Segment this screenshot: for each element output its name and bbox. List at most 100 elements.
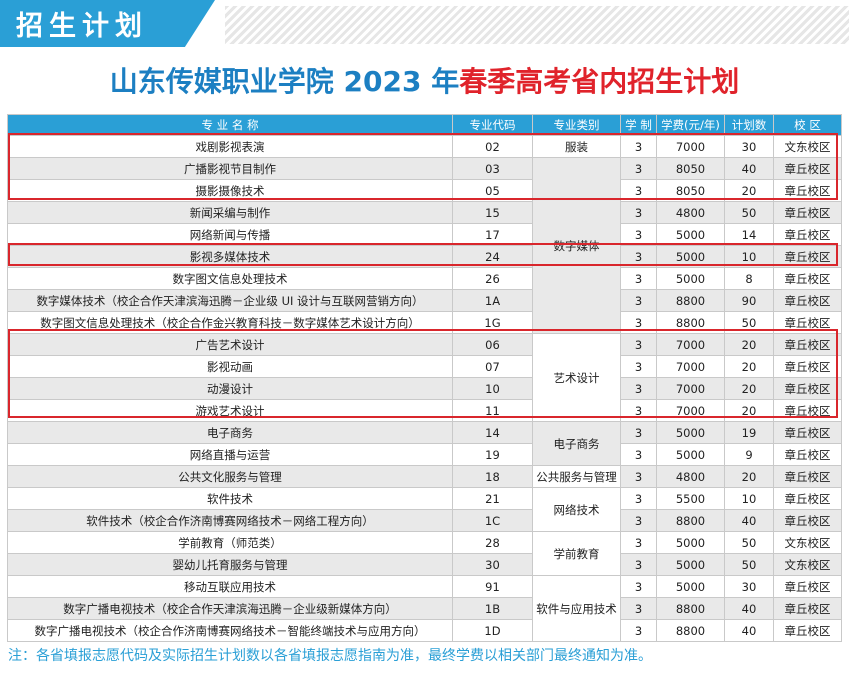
quota-cell: 10 — [724, 245, 774, 268]
campus-cell: 章丘校区 — [773, 157, 842, 180]
table-row: 数字媒体技术（校企合作天津滨海迅腾－企业级 UI 设计与互联网营销方向） 1A 3 8… — [7, 289, 842, 312]
footnote: 注：各省填报志愿代码及实际招生计划数以各省填报志愿指南为准，最终学费以相关部门最… — [8, 648, 652, 664]
quota-cell: 50 — [724, 311, 774, 334]
tuition-cell: 5000 — [656, 575, 725, 598]
duration-cell: 3 — [620, 135, 657, 158]
quota-cell: 40 — [724, 157, 774, 180]
table-row: 公共文化服务与管理 18 公共服务与管理 3 4800 20 章丘校区 — [7, 465, 842, 488]
major-code-cell: 06 — [452, 333, 533, 356]
category-cell: 公共服务与管理 — [532, 465, 621, 488]
campus-cell: 章丘校区 — [773, 377, 842, 400]
duration-cell: 3 — [620, 399, 657, 422]
quota-cell: 20 — [724, 399, 774, 422]
duration-cell: 3 — [620, 619, 657, 642]
campus-cell: 章丘校区 — [773, 465, 842, 488]
tuition-cell: 7000 — [656, 135, 725, 158]
table-row: 网络新闻与传播 17 3 5000 14 章丘校区 — [7, 223, 842, 246]
category-cell: 软件与应用技术 — [532, 575, 621, 642]
quota-cell: 8 — [724, 267, 774, 290]
campus-cell: 文东校区 — [773, 531, 842, 554]
campus-cell: 章丘校区 — [773, 487, 842, 510]
major-name-cell: 影视动画 — [7, 355, 453, 378]
col-header: 校 区 — [773, 114, 842, 136]
tuition-cell: 5000 — [656, 443, 725, 466]
tuition-cell: 5000 — [656, 267, 725, 290]
table-row: 软件技术 21 网络技术 3 5500 10 章丘校区 — [7, 487, 842, 532]
table-row: 游戏艺术设计 11 3 7000 20 章丘校区 — [7, 399, 842, 422]
tuition-cell: 5000 — [656, 421, 725, 444]
enrollment-table: 专 业 名 称 专业代码 专业类别 学 制 学费(元/年) 计划数 校 区 戏剧… — [7, 114, 842, 642]
tuition-cell: 5500 — [656, 487, 725, 510]
major-code-cell: 02 — [452, 135, 533, 158]
campus-cell: 章丘校区 — [773, 223, 842, 246]
major-name-cell: 动漫设计 — [7, 377, 453, 400]
major-code-cell: 26 — [452, 267, 533, 290]
campus-cell: 章丘校区 — [773, 179, 842, 202]
campus-cell: 章丘校区 — [773, 289, 842, 312]
duration-cell: 3 — [620, 201, 657, 224]
col-header: 学费(元/年) — [656, 114, 725, 136]
tuition-cell: 7000 — [656, 399, 725, 422]
campus-cell: 章丘校区 — [773, 245, 842, 268]
quota-cell: 20 — [724, 179, 774, 202]
table-row: 新闻采编与制作 15 3 4800 50 章丘校区 — [7, 201, 842, 224]
major-name-cell: 电子商务 — [7, 421, 453, 444]
table-header-row: 专 业 名 称 专业代码 专业类别 学 制 学费(元/年) 计划数 校 区 — [7, 114, 842, 136]
duration-cell: 3 — [620, 421, 657, 444]
major-code-cell: 17 — [452, 223, 533, 246]
duration-cell: 3 — [620, 355, 657, 378]
quota-cell: 20 — [724, 377, 774, 400]
major-name-cell: 公共文化服务与管理 — [7, 465, 453, 488]
major-name-cell: 数字媒体技术（校企合作天津滨海迅腾－企业级 UI 设计与互联网营销方向） — [7, 289, 453, 312]
campus-cell: 章丘校区 — [773, 201, 842, 224]
major-name-cell: 广告艺术设计 — [7, 333, 453, 356]
quota-cell: 30 — [724, 575, 774, 598]
major-code-cell: 91 — [452, 575, 533, 598]
campus-cell: 章丘校区 — [773, 333, 842, 356]
title-part1: 山东传媒职业学院 2023 年 — [109, 65, 460, 98]
campus-cell: 章丘校区 — [773, 619, 842, 642]
quota-cell: 50 — [724, 553, 774, 576]
major-code-cell: 30 — [452, 553, 533, 576]
quota-cell: 50 — [724, 201, 774, 224]
duration-cell: 3 — [620, 487, 657, 510]
table-row: 学前教育（师范类） 28 学前教育 3 5000 50 文东校区 — [7, 531, 842, 576]
table-row: 影视动画 07 3 7000 20 章丘校区 — [7, 355, 842, 378]
tuition-cell: 8800 — [656, 619, 725, 642]
duration-cell: 3 — [620, 465, 657, 488]
table-row: 广播影视节目制作 03 数字媒体 3 8050 40 章丘校区 — [7, 157, 842, 334]
major-code-cell: 19 — [452, 443, 533, 466]
major-name-cell: 网络新闻与传播 — [7, 223, 453, 246]
banner-stripes — [225, 6, 849, 44]
campus-cell: 章丘校区 — [773, 575, 842, 598]
campus-cell: 文东校区 — [773, 553, 842, 576]
tuition-cell: 8800 — [656, 597, 725, 620]
campus-cell: 章丘校区 — [773, 597, 842, 620]
col-header: 计划数 — [724, 114, 774, 136]
major-name-cell: 软件技术（校企合作济南博赛网络技术－网络工程方向） — [7, 509, 453, 532]
quota-cell: 19 — [724, 421, 774, 444]
major-name-cell: 数字图文信息处理技术（校企合作金兴教育科技－数字媒体艺术设计方向） — [7, 311, 453, 334]
table-row: 移动互联应用技术 91 软件与应用技术 3 5000 30 章丘校区 — [7, 575, 842, 642]
category-cell: 服装 — [532, 135, 621, 158]
category-cell: 数字媒体 — [532, 157, 621, 334]
tuition-cell: 4800 — [656, 465, 725, 488]
major-code-cell: 03 — [452, 157, 533, 180]
banner-title: 招生计划 — [16, 11, 148, 42]
major-code-cell: 14 — [452, 421, 533, 444]
quota-cell: 40 — [724, 619, 774, 642]
col-header: 专业类别 — [532, 114, 621, 136]
major-code-cell: 1A — [452, 289, 533, 312]
major-code-cell: 1G — [452, 311, 533, 334]
tuition-cell: 5000 — [656, 531, 725, 554]
campus-cell: 章丘校区 — [773, 355, 842, 378]
table-row: 戏剧影视表演 02 服装 3 7000 30 文东校区 — [7, 135, 842, 158]
tuition-cell: 8050 — [656, 157, 725, 180]
major-code-cell: 21 — [452, 487, 533, 510]
major-name-cell: 新闻采编与制作 — [7, 201, 453, 224]
tuition-cell: 8800 — [656, 509, 725, 532]
section-banner: 招生计划 — [0, 0, 849, 47]
category-cell: 网络技术 — [532, 487, 621, 532]
table-row: 数字图文信息处理技术 26 3 5000 8 章丘校区 — [7, 267, 842, 290]
quota-cell: 20 — [724, 333, 774, 356]
